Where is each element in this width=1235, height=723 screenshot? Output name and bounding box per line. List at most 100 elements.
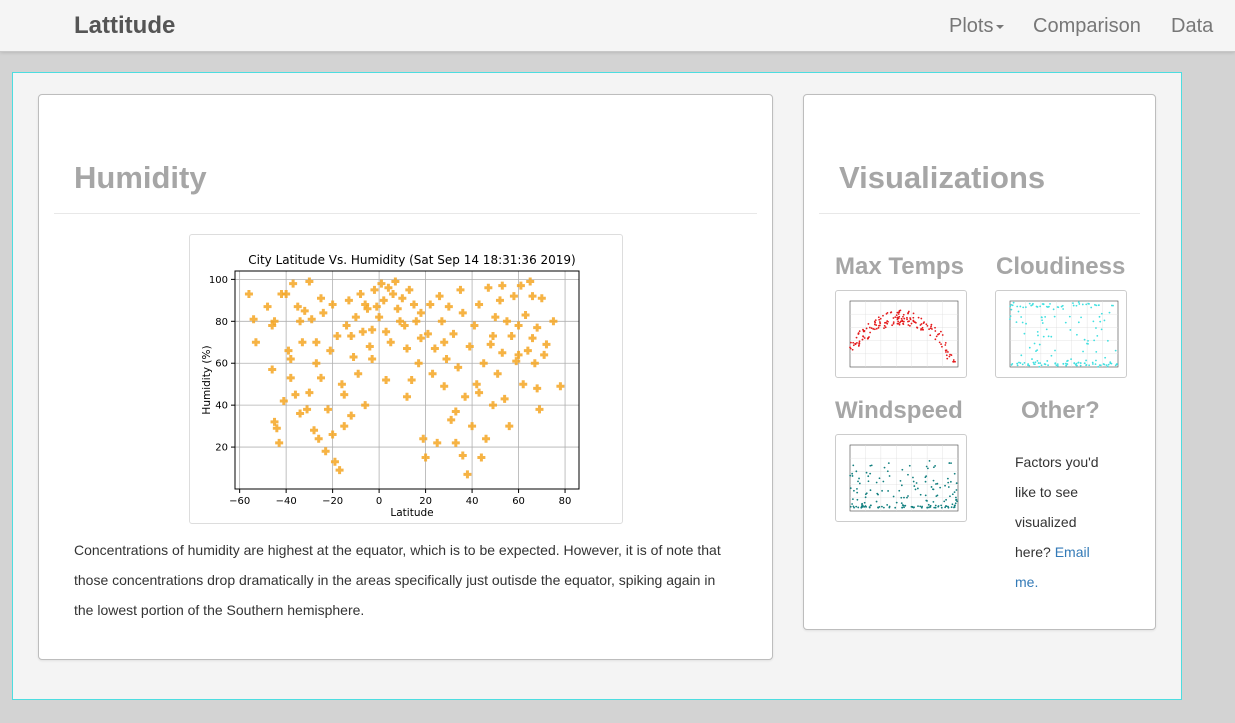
scatter-point <box>370 285 379 294</box>
mini-point <box>852 505 855 508</box>
mini-point <box>1044 316 1047 318</box>
mini-point <box>861 338 864 341</box>
mini-point <box>912 476 914 479</box>
mini-point <box>892 495 895 498</box>
mini-point <box>1096 334 1099 337</box>
mini-point <box>886 320 889 322</box>
mini-point <box>919 493 922 496</box>
mini-point <box>851 498 854 501</box>
scatter-point <box>475 388 484 397</box>
cloudiness-thumbnail[interactable] <box>995 290 1127 378</box>
scatter-point <box>340 390 349 399</box>
chart-title: City Latitude Vs. Humidity (Sat Sep 14 1… <box>248 253 575 267</box>
mini-point <box>1009 315 1012 318</box>
mini-point <box>863 505 866 508</box>
mini-point <box>1053 315 1056 318</box>
scatter-point <box>382 327 391 336</box>
mini-point <box>932 500 935 503</box>
cloudiness-title[interactable]: Cloudiness <box>996 253 1126 280</box>
mini-point <box>949 495 951 498</box>
mini-point <box>1062 362 1065 365</box>
scatter-point <box>358 327 367 336</box>
nav-comparison-link[interactable]: Comparison <box>1033 15 1141 37</box>
mini-point <box>1090 306 1093 309</box>
scatter-point <box>244 290 253 299</box>
mini-point <box>889 311 892 314</box>
scatter-point <box>433 438 442 447</box>
mini-point <box>1036 330 1039 333</box>
scatter-point <box>268 365 277 374</box>
mini-point <box>855 505 858 508</box>
scatter-point <box>307 315 316 324</box>
mini-point <box>864 496 867 499</box>
mini-point <box>902 322 904 325</box>
mini-point <box>1023 361 1026 364</box>
mini-point <box>1025 322 1027 325</box>
mini-point <box>863 337 866 339</box>
email-link[interactable]: Email me. <box>1015 544 1090 590</box>
mini-point <box>852 341 855 344</box>
mini-point <box>1098 315 1101 318</box>
mini-point <box>950 462 952 465</box>
mini-point <box>875 324 878 326</box>
main-container: Humidity City Latitude Vs. Humidity (Sat… <box>12 72 1182 700</box>
mini-point <box>1047 364 1049 367</box>
mini-point <box>1078 303 1081 305</box>
mini-point <box>1030 304 1033 307</box>
mini-point <box>1016 364 1019 367</box>
scatter-point <box>461 392 470 401</box>
mini-point <box>932 479 935 482</box>
humidity-description: Concentrations of humidity are highest a… <box>74 542 721 618</box>
scatter-point <box>516 281 525 290</box>
max-temps-thumbnail[interactable] <box>835 290 967 378</box>
humidity-plot[interactable]: City Latitude Vs. Humidity (Sat Sep 14 1… <box>189 234 623 524</box>
scatter-point <box>477 453 486 462</box>
windspeed-title[interactable]: Windspeed <box>835 397 963 424</box>
other-prompt: Factors you'd like to see visualized her… <box>1015 454 1099 560</box>
scatter-point <box>437 317 446 326</box>
mini-point <box>873 323 876 326</box>
mini-point <box>1027 363 1030 365</box>
scatter-point <box>312 338 321 347</box>
mini-point <box>944 505 947 507</box>
mini-point <box>869 504 872 507</box>
mini-point <box>858 477 860 480</box>
scatter-point <box>500 394 509 403</box>
mini-point <box>898 323 901 326</box>
nav-plots-dropdown[interactable]: Plots <box>949 15 1005 38</box>
mini-point <box>894 316 897 318</box>
mini-point <box>940 506 943 509</box>
scatter-point <box>440 338 449 347</box>
mini-point <box>928 506 930 509</box>
mini-point <box>1098 364 1101 367</box>
mini-point <box>951 493 954 496</box>
mini-point <box>945 351 947 353</box>
mini-point <box>1050 335 1053 338</box>
scatter-point <box>333 331 342 340</box>
mini-point <box>945 354 948 357</box>
mini-point <box>1087 343 1089 345</box>
mini-point <box>874 319 877 322</box>
mini-point <box>892 317 895 319</box>
mini-point <box>875 500 878 503</box>
scatter-point <box>328 430 337 439</box>
mini-point <box>851 503 854 505</box>
max-temps-title[interactable]: Max Temps <box>835 253 964 280</box>
mini-point <box>1066 359 1069 362</box>
windspeed-thumbnail[interactable] <box>835 434 967 522</box>
mini-point <box>1056 364 1059 367</box>
mini-point <box>1041 319 1043 322</box>
brand-link[interactable]: Lattitude <box>74 12 176 39</box>
scatter-point <box>382 376 391 384</box>
mini-point <box>1072 304 1075 307</box>
mini-point <box>929 506 932 508</box>
mini-point <box>1085 364 1087 367</box>
mini-point <box>951 503 954 506</box>
nav-data-link[interactable]: Data <box>1171 15 1214 37</box>
mini-point <box>932 466 935 469</box>
scatter-point <box>419 434 428 443</box>
mini-point <box>1075 333 1078 336</box>
mini-point <box>881 489 883 492</box>
scatter-point <box>344 296 353 305</box>
mini-point <box>869 472 872 475</box>
